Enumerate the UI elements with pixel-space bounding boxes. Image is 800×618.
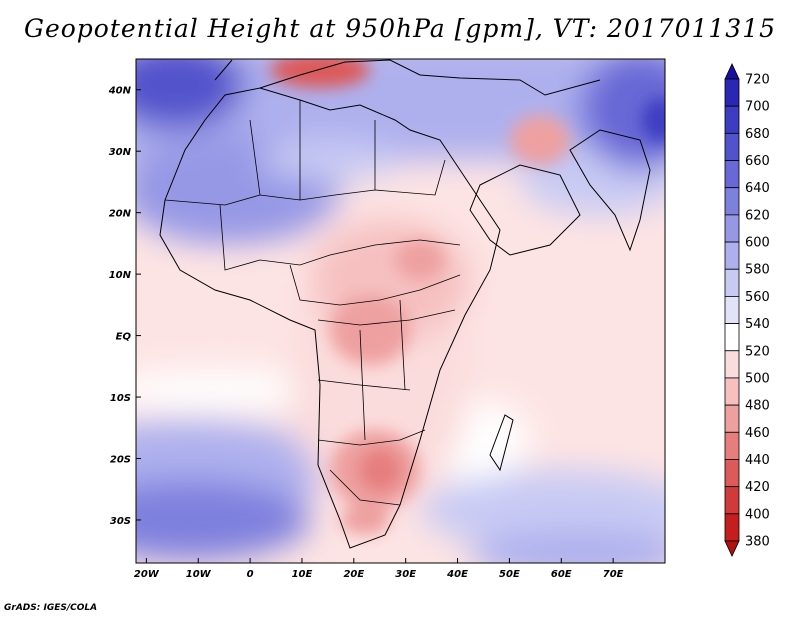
colorbar-level-label: 480 [745,399,770,414]
lat-tick-label: 40N [108,86,132,97]
lat-tick-label: 30S [110,516,131,527]
lat-tick-label: 20N [109,209,132,220]
colorbar-level-label: 460 [745,426,770,441]
lon-tick-label: 40E [446,569,468,580]
colorbar-swatch [724,187,740,216]
lat-tick-label: 10N [109,270,132,281]
colorbar-swatch [724,296,740,324]
colorbar: 720 700 680 660 640 620 600 580 560 540 520 500 480 4… [724,63,770,557]
lat-tick-label: 10S [110,393,131,404]
colorbar-swatch [724,132,740,161]
colorbar-level-label: 660 [745,154,770,169]
colorbar-level-label: 700 [745,100,770,115]
lon-tick-label: 60E [551,569,572,580]
colorbar-level-label: 440 [745,453,770,468]
colorbar-level-label: 540 [745,317,770,332]
colorbar-level-label: 640 [745,181,770,196]
lon-tick-label: 20W [134,569,160,580]
colorbar-swatch [724,160,740,189]
coastline [159,59,651,549]
colorbar-swatch [724,404,740,433]
colorbar-level-label: 620 [745,208,770,223]
colorbar-swatch [724,63,740,80]
colorbar-swatch [724,323,740,352]
colorbar-swatch [724,459,740,488]
colorbar-swatch [724,105,740,134]
colorbar-level-label: 720 [745,73,770,88]
colorbar-level-label: 380 [745,535,770,550]
colorbar-swatch [724,214,740,243]
colorbar-level-label: 420 [745,480,770,495]
country-borders [164,100,461,506]
colorbar-level-label: 680 [745,127,770,142]
colorbar-swatch [724,241,740,270]
lat-tick-label: 20S [110,455,131,466]
colorbar-level-label: 500 [745,371,770,386]
colorbar-swatch [724,513,740,542]
colorbar-level-label: 580 [745,263,770,278]
plot-frame [135,58,666,564]
lat-tick-label: EQ [116,332,132,343]
colorbar-swatch [724,78,740,107]
lat-tick-label: 30N [109,147,132,158]
height-field [136,59,665,563]
lon-tick-label: 50E [499,569,520,580]
lon-tick-label: 30E [395,569,416,580]
lon-tick-label: 10W [186,569,212,580]
colorbar-swatch [724,268,740,297]
colorbar-swatch [724,540,740,557]
colorbar-swatch [724,377,740,406]
colorbar-level-label: 520 [745,344,770,359]
colorbar-level-label: 400 [745,507,770,522]
lon-tick-label: 20E [343,569,364,580]
colorbar-swatch [724,486,740,515]
lon-tick-label: 10E [292,569,313,580]
colorbar-swatch [724,431,740,460]
lon-tick-label: 0 [247,569,254,580]
colorbar-swatch [724,350,740,379]
lon-tick-label: 70E [603,569,624,580]
colorbar-level-label: 600 [745,236,770,251]
map-title: Geopotential Height at 950hPa [gpm], VT:… [23,14,777,43]
colorbar-level-label: 560 [745,290,770,305]
footer-credit: GrADS: IGES/COLA [4,603,98,613]
